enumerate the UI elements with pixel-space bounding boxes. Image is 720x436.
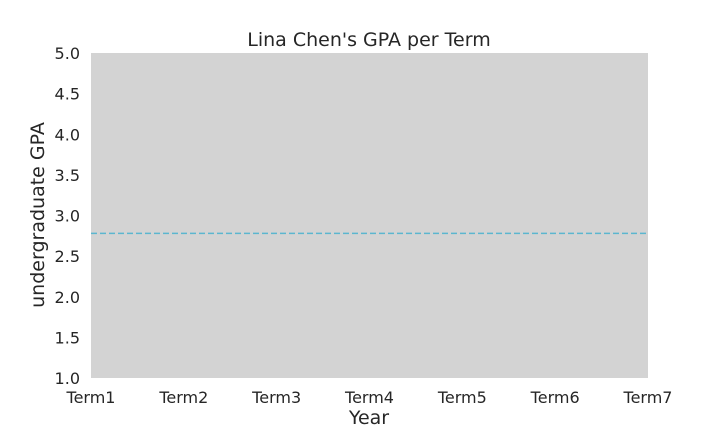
x-tick-label: Term4 [344,388,394,407]
x-tick-label: Term3 [251,388,301,407]
x-tick-label: Term5 [437,388,487,407]
y-tick-label: 2.0 [55,288,80,307]
y-tick-label: 5.0 [55,44,80,63]
x-tick-label: Term1 [66,388,116,407]
plot-area [91,53,648,378]
y-tick-label: 3.5 [55,166,80,185]
y-axis-label: undergraduate GPA [27,122,49,308]
chart-title: Lina Chen's GPA per Term [247,29,490,51]
x-tick-label: Term6 [530,388,580,407]
y-tick-labels: 1.0 1.5 2.0 2.5 3.0 3.5 4.0 4.5 5.0 [55,44,80,388]
y-tick-label: 2.5 [55,247,80,266]
y-tick-label: 1.5 [55,328,80,347]
y-tick-label: 4.0 [55,125,80,144]
x-tick-label: Term2 [158,388,208,407]
x-tick-labels: Term1 Term2 Term3 Term4 Term5 Term6 Term7 [66,388,673,407]
y-tick-label: 4.5 [55,85,80,104]
y-tick-label: 3.0 [55,207,80,226]
x-tick-label: Term7 [623,388,673,407]
x-axis-label: Year [348,407,389,429]
y-tick-label: 1.0 [55,369,80,388]
